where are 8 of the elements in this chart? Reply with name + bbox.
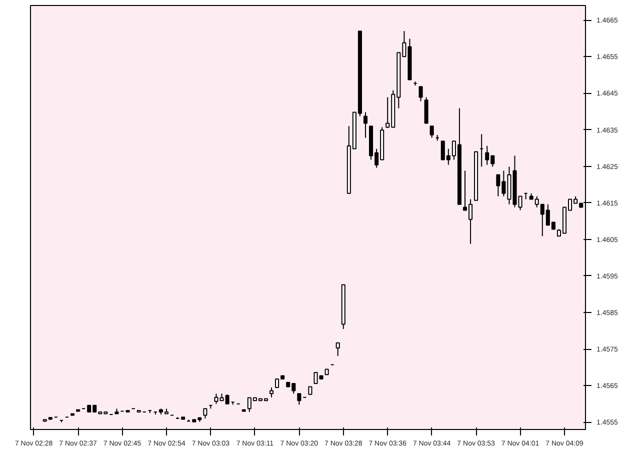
candlestick [430, 126, 434, 138]
candlestick [336, 342, 340, 357]
candlestick [203, 408, 208, 420]
candlestick [297, 393, 302, 406]
candlestick [363, 112, 368, 138]
candlestick [424, 96, 428, 124]
candlestick [269, 386, 274, 398]
candlestick [418, 86, 423, 102]
